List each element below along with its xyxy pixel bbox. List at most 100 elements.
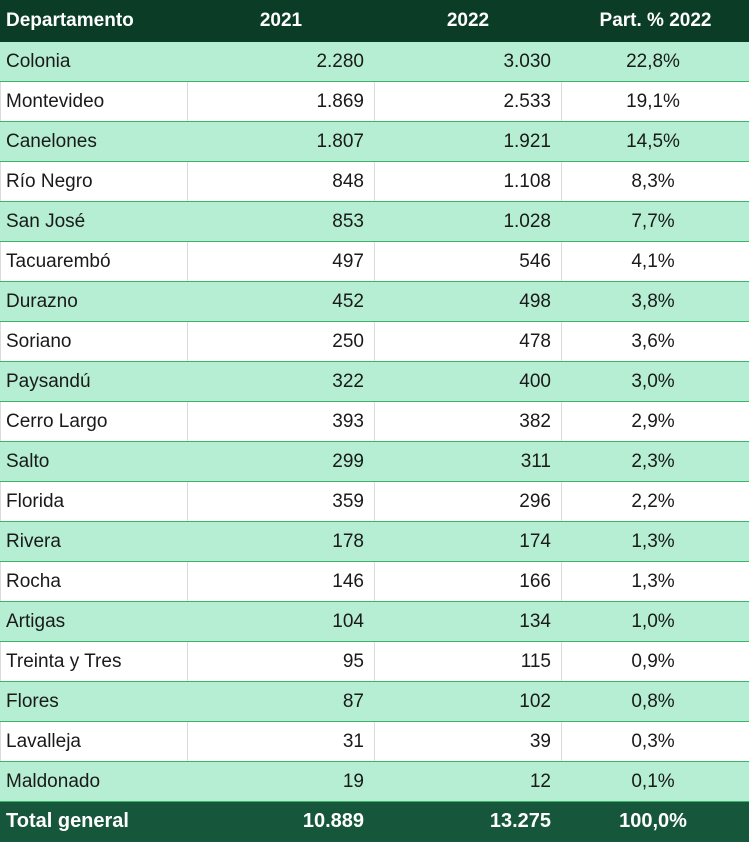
- cell-part-2022: 3,8%: [562, 282, 749, 322]
- cell-departamento: Montevideo: [1, 82, 188, 122]
- cell-departamento: Canelones: [1, 122, 188, 162]
- cell-2022: 102: [375, 682, 562, 722]
- cell-part-2022: 19,1%: [562, 82, 749, 122]
- cell-2021: 1.807: [188, 122, 375, 162]
- cell-2021: 1.869: [188, 82, 375, 122]
- cell-part-2022: 1,3%: [562, 522, 749, 562]
- cell-2022: 3.030: [375, 42, 562, 82]
- total-part-2022: 100,0%: [562, 802, 749, 842]
- total-2022: 13.275: [375, 802, 562, 842]
- cell-part-2022: 2,3%: [562, 442, 749, 482]
- total-row: Total general 10.889 13.275 100,0%: [1, 802, 749, 842]
- cell-part-2022: 0,9%: [562, 642, 749, 682]
- cell-2022: 382: [375, 402, 562, 442]
- cell-2022: 134: [375, 602, 562, 642]
- cell-2021: 95: [188, 642, 375, 682]
- cell-departamento: Cerro Largo: [1, 402, 188, 442]
- cell-part-2022: 22,8%: [562, 42, 749, 82]
- cell-part-2022: 3,6%: [562, 322, 749, 362]
- cell-2021: 393: [188, 402, 375, 442]
- cell-2022: 546: [375, 242, 562, 282]
- cell-2021: 2.280: [188, 42, 375, 82]
- cell-part-2022: 7,7%: [562, 202, 749, 242]
- cell-2021: 31: [188, 722, 375, 762]
- cell-2021: 178: [188, 522, 375, 562]
- header-departamento[interactable]: Departamento: [1, 1, 188, 42]
- cell-2021: 452: [188, 282, 375, 322]
- cell-departamento: Rivera: [1, 522, 188, 562]
- cell-part-2022: 2,2%: [562, 482, 749, 522]
- cell-2022: 115: [375, 642, 562, 682]
- cell-2021: 19: [188, 762, 375, 802]
- total-label: Total general: [1, 802, 188, 842]
- cell-2021: 853: [188, 202, 375, 242]
- cell-part-2022: 3,0%: [562, 362, 749, 402]
- cell-departamento: Maldonado: [1, 762, 188, 802]
- cell-2022: 2.533: [375, 82, 562, 122]
- cell-2022: 166: [375, 562, 562, 602]
- header-2022[interactable]: 2022: [375, 1, 562, 42]
- cell-departamento: Treinta y Tres: [1, 642, 188, 682]
- cell-2021: 497: [188, 242, 375, 282]
- cell-2021: 322: [188, 362, 375, 402]
- cell-departamento: San José: [1, 202, 188, 242]
- cell-departamento: Soriano: [1, 322, 188, 362]
- cell-2021: 146: [188, 562, 375, 602]
- cell-2022: 1.028: [375, 202, 562, 242]
- cell-2022: 296: [375, 482, 562, 522]
- cell-2021: 104: [188, 602, 375, 642]
- cell-2021: 250: [188, 322, 375, 362]
- cell-part-2022: 0,3%: [562, 722, 749, 762]
- cell-2022: 1.108: [375, 162, 562, 202]
- cell-2022: 12: [375, 762, 562, 802]
- cell-2022: 174: [375, 522, 562, 562]
- cell-part-2022: 0,8%: [562, 682, 749, 722]
- cell-2022: 400: [375, 362, 562, 402]
- total-2021: 10.889: [188, 802, 375, 842]
- cell-departamento: Artigas: [1, 602, 188, 642]
- header-row: Departamento 2021 2022 Part. % 2022: [1, 1, 749, 42]
- header-2021[interactable]: 2021: [188, 1, 375, 42]
- cell-2022: 498: [375, 282, 562, 322]
- cell-part-2022: 0,1%: [562, 762, 749, 802]
- cell-departamento: Rocha: [1, 562, 188, 602]
- cell-2021: 359: [188, 482, 375, 522]
- cell-2022: 311: [375, 442, 562, 482]
- cell-part-2022: 14,5%: [562, 122, 749, 162]
- cell-part-2022: 4,1%: [562, 242, 749, 282]
- cell-2021: 848: [188, 162, 375, 202]
- header-part-2022[interactable]: Part. % 2022: [562, 1, 749, 42]
- cell-departamento: Paysandú: [1, 362, 188, 402]
- cell-departamento: Flores: [1, 682, 188, 722]
- cell-departamento: Durazno: [1, 282, 188, 322]
- cell-2022: 1.921: [375, 122, 562, 162]
- cell-departamento: Río Negro: [1, 162, 188, 202]
- cell-2021: 87: [188, 682, 375, 722]
- cell-part-2022: 1,0%: [562, 602, 749, 642]
- cell-departamento: Lavalleja: [1, 722, 188, 762]
- cell-departamento: Colonia: [1, 42, 188, 82]
- cell-part-2022: 8,3%: [562, 162, 749, 202]
- cell-part-2022: 1,3%: [562, 562, 749, 602]
- cell-2022: 478: [375, 322, 562, 362]
- cell-2022: 39: [375, 722, 562, 762]
